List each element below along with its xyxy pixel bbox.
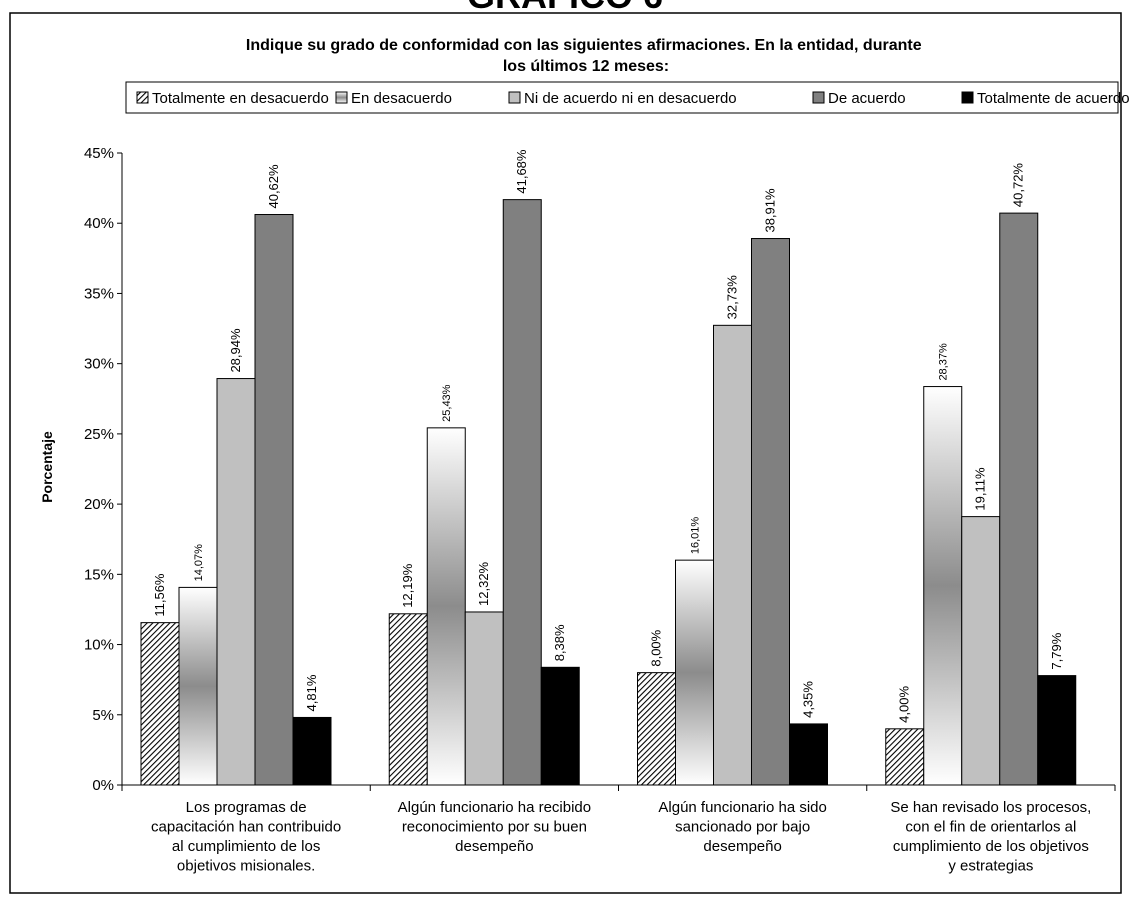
x-tick-labels: Los programas de capacitación han contrib… xyxy=(151,799,1091,875)
bar xyxy=(178,586,218,786)
x-category-label: Algún funcionario ha recibido reconocimie… xyxy=(398,799,591,855)
legend-label: En desacuerdo xyxy=(351,90,452,107)
chart-title-line-2: los últimos 12 meses: xyxy=(503,58,669,75)
bar-value-label: 40,72% xyxy=(1011,163,1026,208)
y-tick-label: 10% xyxy=(84,637,114,654)
x-category-label-line: con el fin de orientarlos al xyxy=(905,819,1076,836)
bar xyxy=(999,212,1039,786)
bar xyxy=(751,238,790,786)
bar-value-label: 41,68% xyxy=(514,149,529,194)
bar-value-label: 38,91% xyxy=(763,188,778,233)
y-tick-label: 15% xyxy=(84,566,114,583)
bar xyxy=(216,378,256,786)
bar xyxy=(464,611,504,786)
chart-title-line-1: Indique su grado de conformidad con las … xyxy=(246,37,922,54)
bar-value-label: 11,56% xyxy=(152,573,167,617)
x-category-label-line: reconocimiento por su buen xyxy=(402,819,587,836)
bar xyxy=(388,613,428,786)
bar xyxy=(675,559,714,786)
bar xyxy=(885,728,925,786)
bar-value-label: 28,94% xyxy=(228,328,243,373)
bar xyxy=(789,723,828,786)
x-category-label: Se han revisado los procesos, con el fin … xyxy=(890,799,1091,875)
y-tick-label: 5% xyxy=(92,707,114,724)
x-category-label: Los programas de capacitación han contrib… xyxy=(151,799,341,875)
y-tick-label: 35% xyxy=(84,285,114,302)
legend-frame xyxy=(125,81,1119,114)
legend-label: De acuerdo xyxy=(828,90,906,107)
bar-value-label: 32,73% xyxy=(725,275,740,320)
x-category-label-line: sancionado por bajo xyxy=(675,819,810,836)
bar-value-label: 7,79% xyxy=(1049,632,1064,669)
bar-value-label: 40,62% xyxy=(266,164,281,209)
chart-frame xyxy=(9,12,1122,894)
x-category-label-line: al cumplimiento de los xyxy=(172,838,320,855)
legend: Totalmente en desacuerdo En desacuerdo Ni … xyxy=(125,81,1130,114)
x-category-label-line: Algún funcionario ha recibido xyxy=(398,799,591,816)
x-category-label-line: objetivos misionales. xyxy=(177,858,315,875)
chart-title: Indique su grado de conformidad con las … xyxy=(246,37,926,75)
bar-value-label: 28,37% xyxy=(938,343,950,381)
bar-value-label: 8,38% xyxy=(552,624,567,661)
bar xyxy=(540,666,580,786)
legend-swatch xyxy=(508,91,521,104)
bar xyxy=(713,324,752,786)
x-category-label-line: desempeño xyxy=(455,838,533,855)
bar-value-label: 19,11% xyxy=(973,467,988,511)
bar-value-label: 12,32% xyxy=(476,561,491,606)
bar-value-label: 4,00% xyxy=(897,686,912,723)
bar xyxy=(502,199,542,786)
x-category-label-line: capacitación han contribuido xyxy=(151,819,341,836)
bar xyxy=(961,516,1001,786)
x-category-label-line: desempeño xyxy=(703,838,781,855)
bar-value-label: 4,81% xyxy=(304,674,319,711)
bars xyxy=(140,199,1077,786)
legend-label: Totalmente de acuerdo xyxy=(977,90,1130,107)
x-category-label-line: y estrategias xyxy=(948,858,1033,875)
bar-value-label: 14,07% xyxy=(193,544,205,582)
legend-swatch xyxy=(961,91,974,104)
bar-value-label: 8,00% xyxy=(649,629,664,666)
x-category-label-line: Algún funcionario ha sido xyxy=(658,799,826,816)
bar-value-label: 25,43% xyxy=(441,384,453,422)
y-tick-label: 25% xyxy=(84,426,114,443)
y-tick-label: 40% xyxy=(84,215,114,232)
y-tick-label: 45% xyxy=(84,145,114,162)
bar-value-label: 4,35% xyxy=(801,681,816,718)
x-category-label-line: Se han revisado los procesos, xyxy=(890,799,1091,816)
bar-data-labels: 11,56% 12,19% 8,00% 4,00% 14,07% 25,43% 16,01%… xyxy=(152,149,1064,723)
bar xyxy=(923,386,963,786)
y-tick-label: 20% xyxy=(84,496,114,513)
legend-swatch xyxy=(136,91,149,104)
legend-label: Totalmente en desacuerdo xyxy=(152,90,329,107)
x-category-label: Algún funcionario ha sido sancionado por … xyxy=(658,799,826,855)
bar xyxy=(426,427,466,786)
bar xyxy=(637,672,676,786)
bar xyxy=(140,622,180,786)
legend-swatch xyxy=(812,91,825,104)
legend-label: Ni de acuerdo ni en desacuerdo xyxy=(524,90,737,107)
bar xyxy=(292,716,332,786)
legend-swatch xyxy=(335,91,348,104)
page-header-text: GRÁFICO 6 xyxy=(467,0,663,16)
x-category-label-line: cumplimiento de los objetivos xyxy=(893,838,1089,855)
y-axis-label: Porcentaje xyxy=(39,431,55,503)
bar xyxy=(254,214,294,786)
x-category-label-line: Los programas de xyxy=(186,799,307,816)
bar-value-label: 12,19% xyxy=(400,563,415,608)
y-tick-label: 30% xyxy=(84,356,114,373)
y-tick-label: 0% xyxy=(92,777,114,794)
bar xyxy=(1037,675,1077,786)
bar-value-label: 16,01% xyxy=(690,517,702,555)
